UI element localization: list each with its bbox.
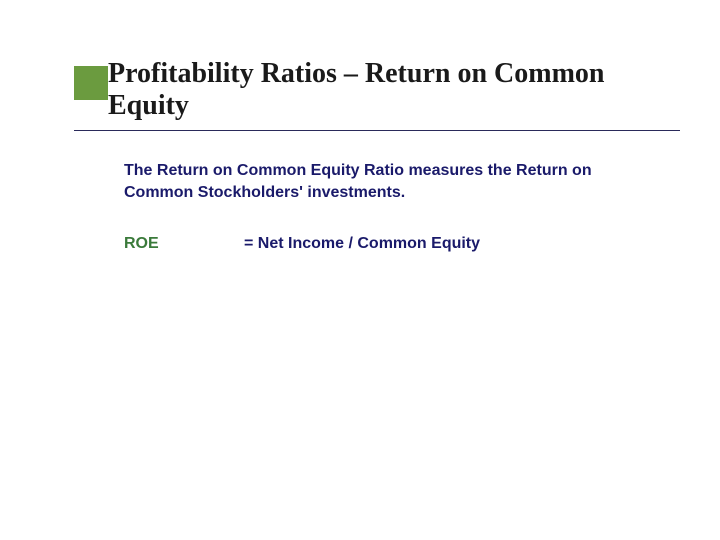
formula-expression: = Net Income / Common Equity [244,235,650,253]
title-block: Profitability Ratios – Return on Common … [108,58,680,122]
lead-text: The Return on Common Equity Ratio measur… [124,160,650,203]
formula-row: ROE = Net Income / Common Equity [124,235,650,253]
slide-title: Profitability Ratios – Return on Common … [108,58,680,122]
body: The Return on Common Equity Ratio measur… [124,160,650,253]
slide: Profitability Ratios – Return on Common … [0,0,720,540]
formula-label: ROE [124,235,244,253]
title-underline [74,130,680,131]
accent-square [74,66,108,100]
